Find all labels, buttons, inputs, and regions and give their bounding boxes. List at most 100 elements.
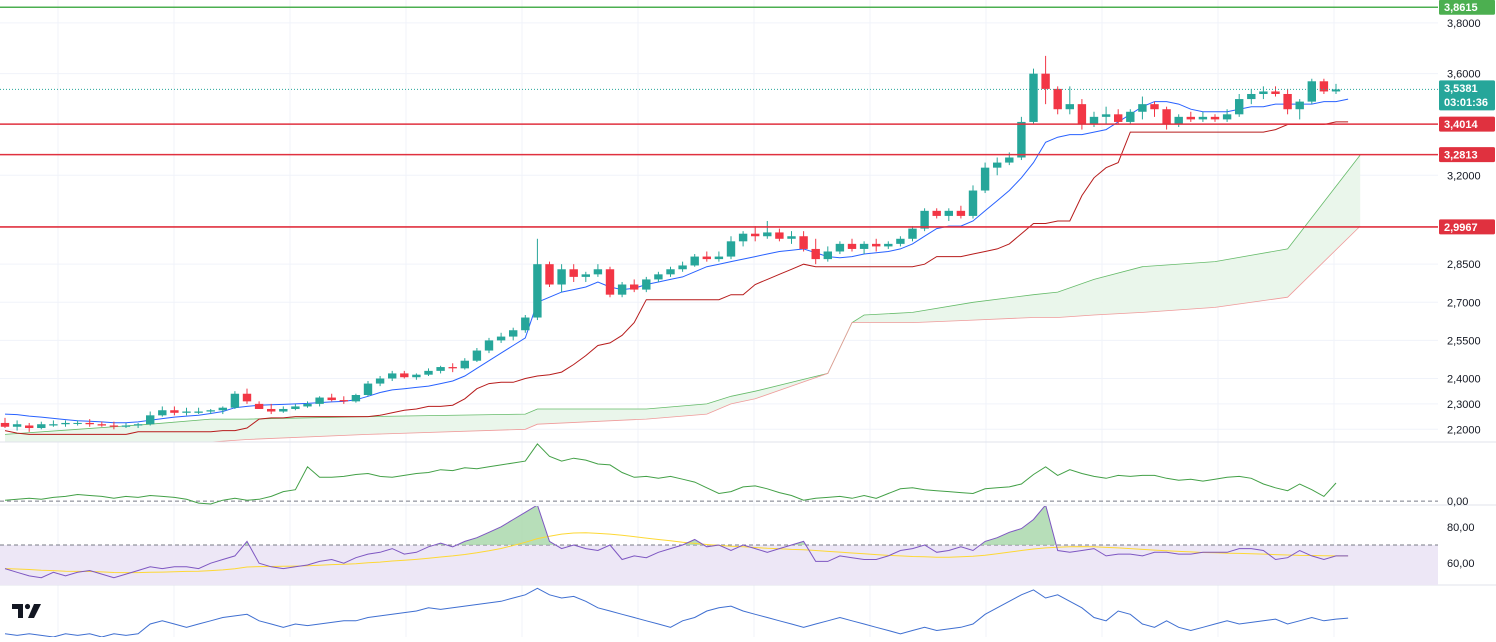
candle[interactable]	[605, 266, 615, 298]
candle[interactable]	[1222, 109, 1232, 122]
candle[interactable]	[593, 264, 603, 277]
candle[interactable]	[12, 420, 22, 431]
candle[interactable]	[533, 238, 542, 321]
candle[interactable]	[569, 264, 578, 282]
candle[interactable]	[496, 332, 506, 343]
candle[interactable]	[956, 205, 966, 219]
candle[interactable]	[823, 246, 832, 262]
candle[interactable]	[158, 406, 167, 417]
candle[interactable]	[1247, 88, 1256, 105]
candle[interactable]	[448, 363, 457, 373]
candle[interactable]	[339, 396, 348, 404]
candle[interactable]	[1319, 78, 1329, 94]
candle[interactable]	[847, 238, 857, 252]
candle[interactable]	[146, 411, 155, 426]
candle[interactable]	[388, 370, 397, 382]
candle[interactable]	[1235, 93, 1244, 117]
candle[interactable]	[206, 408, 215, 415]
candle[interactable]	[375, 375, 385, 387]
candle[interactable]	[751, 226, 760, 242]
candle[interactable]	[714, 251, 724, 262]
candle[interactable]	[121, 422, 131, 429]
candle[interactable]	[412, 373, 421, 380]
candle[interactable]	[484, 337, 494, 354]
candles[interactable]	[0, 55, 1341, 432]
candle[interactable]	[1186, 111, 1195, 122]
candle[interactable]	[49, 420, 58, 427]
candle[interactable]	[726, 236, 736, 260]
candle[interactable]	[666, 266, 675, 277]
candle[interactable]	[472, 348, 482, 362]
candle[interactable]	[303, 401, 312, 408]
candle[interactable]	[968, 185, 978, 219]
candle[interactable]	[654, 271, 663, 282]
candle[interactable]	[351, 393, 361, 403]
candle[interactable]	[642, 276, 651, 293]
candle[interactable]	[267, 403, 276, 415]
level-tag[interactable]: 3,4014	[1439, 116, 1495, 132]
candle[interactable]	[1138, 96, 1147, 120]
candle[interactable]	[763, 221, 772, 239]
candle[interactable]	[436, 365, 445, 374]
candle[interactable]	[1283, 88, 1292, 115]
candle[interactable]	[702, 251, 711, 262]
candle[interactable]	[37, 421, 46, 430]
candle[interactable]	[254, 401, 264, 409]
candle[interactable]	[218, 406, 227, 415]
candle[interactable]	[133, 422, 143, 429]
candle[interactable]	[230, 391, 240, 409]
candle[interactable]	[630, 279, 639, 293]
price-axis[interactable]: 3,8000 3,6000 3,2000 2,8500 2,7000 2,5500 2,40…	[1439, 0, 1495, 570]
candle[interactable]	[678, 261, 687, 272]
candle[interactable]	[509, 327, 518, 341]
candle[interactable]	[97, 421, 106, 427]
candle[interactable]	[1077, 99, 1087, 130]
candle[interactable]	[1126, 109, 1135, 125]
current-price-tag[interactable]: 3,5381 03:01:36	[1439, 80, 1495, 111]
candle[interactable]	[1041, 55, 1050, 105]
candle[interactable]	[932, 208, 941, 219]
candle[interactable]	[424, 368, 433, 376]
candle[interactable]	[944, 208, 953, 221]
candle[interactable]	[787, 231, 796, 244]
candle[interactable]	[581, 271, 590, 282]
candle[interactable]	[980, 162, 990, 194]
candle[interactable]	[170, 406, 179, 416]
candle[interactable]	[775, 228, 784, 242]
level-tag[interactable]: 3,2813	[1439, 147, 1495, 163]
candle[interactable]	[1271, 86, 1280, 97]
candle[interactable]	[521, 314, 530, 333]
candle[interactable]	[242, 388, 252, 404]
candle[interactable]	[0, 417, 10, 429]
candle[interactable]	[1101, 106, 1111, 125]
candle[interactable]	[690, 254, 699, 267]
candle[interactable]	[400, 370, 409, 379]
level-tag[interactable]: 3,8615	[1439, 0, 1495, 15]
candle[interactable]	[557, 264, 566, 293]
candle[interactable]	[73, 420, 82, 426]
candle[interactable]	[363, 381, 373, 397]
candle[interactable]	[920, 208, 929, 232]
level-tag[interactable]: 2,9967	[1439, 219, 1495, 235]
candle[interactable]	[279, 406, 288, 413]
candle[interactable]	[993, 157, 1002, 176]
candle[interactable]	[1053, 86, 1062, 115]
candle[interactable]	[1114, 109, 1123, 125]
candle[interactable]	[1174, 114, 1183, 128]
candle[interactable]	[617, 281, 627, 298]
candle[interactable]	[884, 241, 893, 249]
candle[interactable]	[896, 236, 905, 247]
candle[interactable]	[460, 358, 469, 370]
candle[interactable]	[1029, 68, 1038, 125]
candle[interactable]	[1162, 106, 1171, 130]
candle[interactable]	[1065, 86, 1074, 115]
candle[interactable]	[194, 407, 203, 415]
candle[interactable]	[908, 226, 917, 242]
candle[interactable]	[799, 231, 808, 252]
candle[interactable]	[872, 238, 881, 252]
candle[interactable]	[85, 419, 94, 427]
candle[interactable]	[315, 396, 324, 407]
candle[interactable]	[1259, 86, 1268, 100]
candle[interactable]	[811, 238, 820, 265]
